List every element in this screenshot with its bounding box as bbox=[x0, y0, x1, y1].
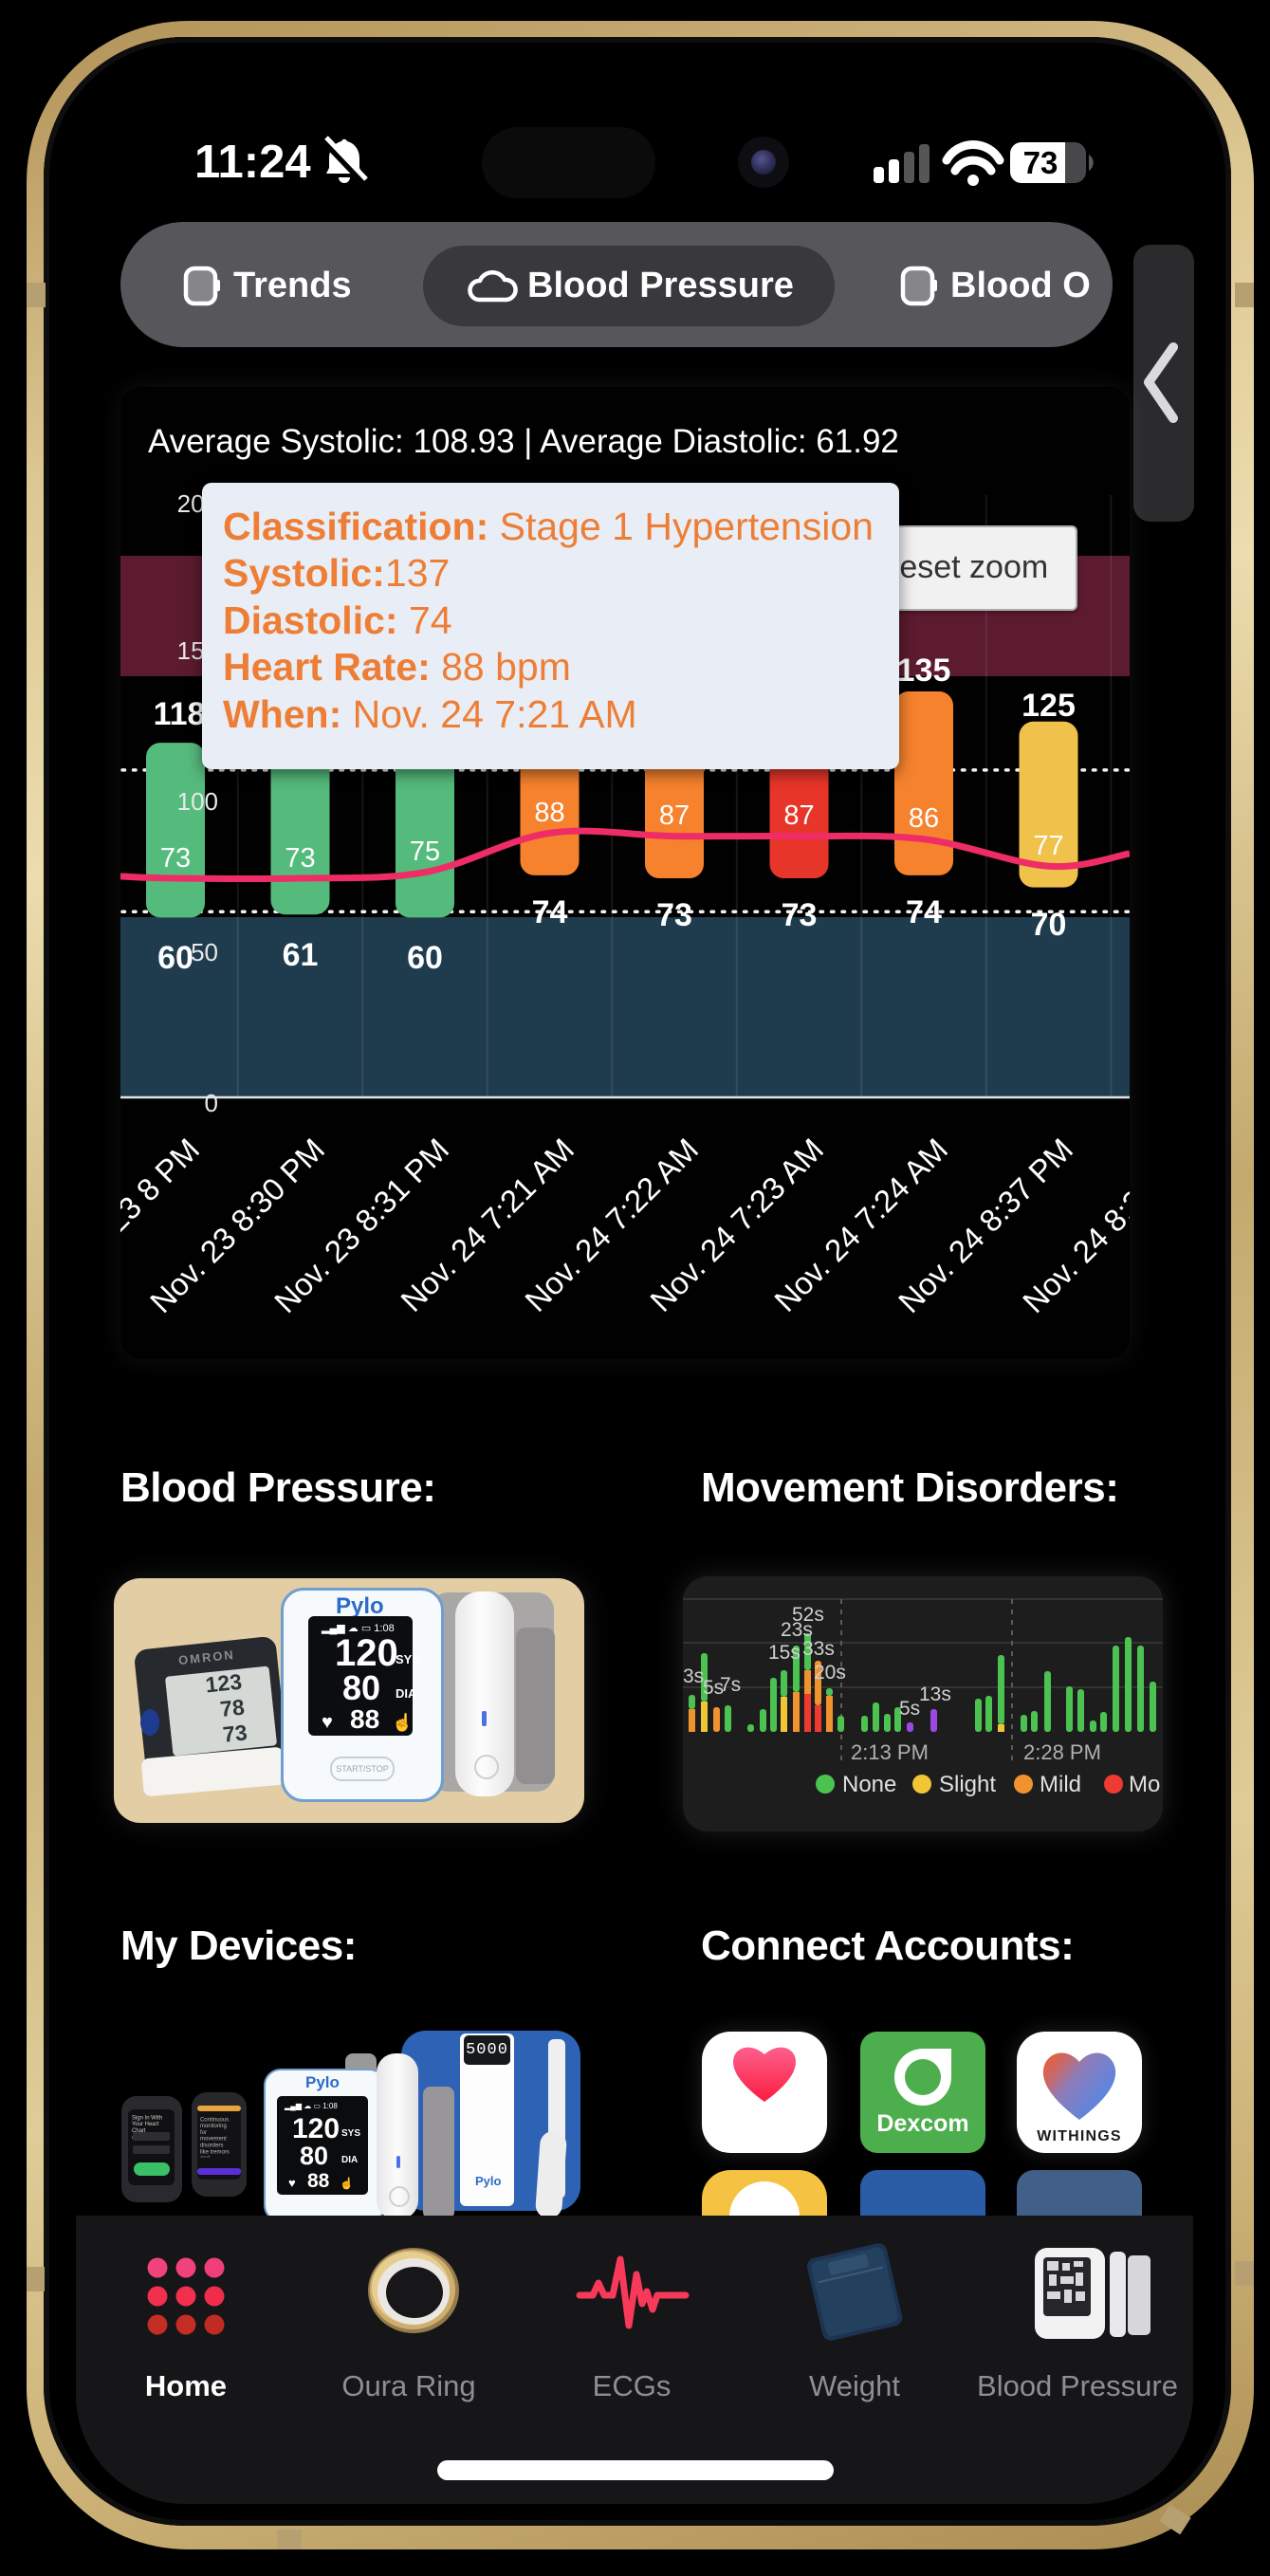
svg-text:88: 88 bbox=[307, 2170, 330, 2192]
svg-text:73: 73 bbox=[285, 843, 315, 874]
svg-text:52s: 52s bbox=[792, 1604, 824, 1626]
svg-text:80: 80 bbox=[342, 1668, 380, 1707]
svg-text:7s: 7s bbox=[720, 1674, 741, 1696]
svg-text:75: 75 bbox=[410, 837, 440, 867]
svg-text:23s: 23s bbox=[781, 1619, 813, 1641]
svg-text:86: 86 bbox=[909, 803, 939, 834]
svg-text:77: 77 bbox=[1033, 831, 1063, 861]
svg-text:2:13 PM: 2:13 PM bbox=[851, 1740, 929, 1764]
svg-text:33s: 33s bbox=[802, 1638, 835, 1660]
svg-text:125: 125 bbox=[1022, 688, 1076, 724]
svg-text:74: 74 bbox=[532, 894, 568, 930]
svg-text:120: 120 bbox=[335, 1632, 398, 1674]
svg-text:60: 60 bbox=[407, 940, 443, 976]
svg-text:♥: ♥ bbox=[322, 1712, 333, 1733]
svg-text:3s: 3s bbox=[683, 1665, 704, 1687]
svg-text:13s: 13s bbox=[919, 1684, 951, 1705]
svg-text:Mild: Mild bbox=[1040, 1772, 1081, 1797]
svg-text:60: 60 bbox=[157, 940, 193, 976]
svg-text:118: 118 bbox=[154, 696, 206, 732]
svg-text:Mo: Mo bbox=[1129, 1772, 1160, 1797]
svg-text:74: 74 bbox=[906, 894, 942, 930]
svg-text:Slight: Slight bbox=[939, 1772, 996, 1797]
svg-text:88: 88 bbox=[350, 1704, 379, 1734]
svg-text:SYS: SYS bbox=[341, 2128, 360, 2139]
svg-text:WITHINGS: WITHINGS bbox=[1037, 2128, 1122, 2144]
svg-text:DIA: DIA bbox=[341, 2155, 358, 2165]
svg-text:100: 100 bbox=[177, 787, 218, 816]
svg-text:73: 73 bbox=[656, 897, 692, 933]
svg-text:87: 87 bbox=[783, 800, 814, 831]
svg-text:61: 61 bbox=[283, 937, 319, 973]
svg-text:0: 0 bbox=[205, 1089, 218, 1117]
svg-text:None: None bbox=[842, 1772, 896, 1797]
svg-text:SYS: SYS bbox=[396, 1652, 420, 1666]
svg-text:120: 120 bbox=[292, 2113, 340, 2144]
svg-text:Dexcom: Dexcom bbox=[876, 2110, 968, 2137]
svg-text:73: 73 bbox=[1023, 145, 1058, 180]
svg-text:▂▄▆ ☁ ▭ 1:08: ▂▄▆ ☁ ▭ 1:08 bbox=[321, 1623, 395, 1635]
svg-text:135: 135 bbox=[897, 653, 951, 689]
svg-text:87: 87 bbox=[659, 800, 690, 831]
svg-text:☝: ☝ bbox=[392, 1712, 413, 1733]
svg-text:70: 70 bbox=[1031, 907, 1067, 943]
svg-text:DIA: DIA bbox=[396, 1686, 417, 1701]
svg-text:73: 73 bbox=[782, 897, 818, 933]
svg-text:5s: 5s bbox=[899, 1698, 920, 1720]
svg-text:▂▄▆ ☁ ▭ 1:08: ▂▄▆ ☁ ▭ 1:08 bbox=[284, 2102, 338, 2111]
svg-text:2:28 PM: 2:28 PM bbox=[1023, 1740, 1101, 1764]
svg-text:5s: 5s bbox=[703, 1677, 724, 1699]
svg-text:80: 80 bbox=[300, 2142, 328, 2170]
svg-text:50: 50 bbox=[191, 938, 218, 966]
svg-text:♥: ♥ bbox=[288, 2176, 296, 2190]
svg-text:88: 88 bbox=[534, 798, 564, 828]
svg-text:☝: ☝ bbox=[340, 2176, 354, 2190]
svg-text:20s: 20s bbox=[814, 1662, 846, 1684]
svg-text:73: 73 bbox=[160, 843, 191, 874]
svg-text:15s: 15s bbox=[768, 1642, 801, 1664]
